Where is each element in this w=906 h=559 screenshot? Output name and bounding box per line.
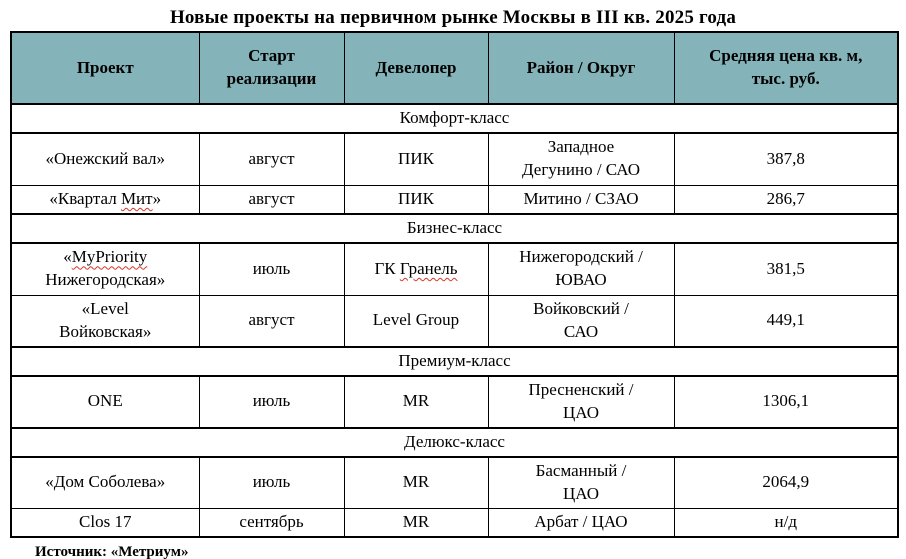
- cell-project: Clos 17: [10, 507, 200, 538]
- cell-district: Войковский / САО: [487, 294, 675, 348]
- cell-start-date: август: [198, 294, 345, 348]
- misspelled-word: Гранель: [399, 258, 458, 278]
- cell-project: «Онежский вал»: [10, 132, 200, 186]
- cell-start-date: сентябрь: [198, 507, 345, 538]
- source-label: Источник: «: [35, 544, 119, 559]
- table-row: «Level Войковская» август Level Group Во…: [10, 294, 899, 348]
- table-row: «Дом Соболева» июль MR Басманный / ЦАО 2…: [10, 456, 899, 509]
- cell-price: 1306,1: [673, 375, 899, 429]
- cell-start-date: август: [198, 184, 345, 215]
- cell-project: «Level Войковская»: [10, 294, 200, 348]
- cell-project: «MyPriority Нижегородская»: [10, 242, 200, 296]
- cell-start-date: июль: [198, 242, 345, 296]
- cell-start-date: июль: [198, 375, 345, 429]
- cell-developer: MR: [343, 507, 489, 538]
- section-label-premium: Премиум-класс: [10, 346, 899, 377]
- section-row-premium: Премиум-класс: [10, 346, 899, 377]
- projects-table: Проект Старт реализации Девелопер Район …: [10, 31, 899, 539]
- table-title: Новые проекты на первичном рынке Москвы …: [169, 7, 737, 28]
- cell-project: «Дом Соболева»: [10, 456, 200, 509]
- cell-developer: Level Group: [343, 294, 489, 348]
- cell-start-date: август: [198, 132, 345, 186]
- section-label-deluxe: Делюкс-класс: [10, 426, 899, 458]
- cell-developer: ПИК: [343, 184, 489, 215]
- table-row: «MyPriority Нижегородская» июль ГК Гране…: [10, 242, 899, 296]
- cell-district: Пресненский / ЦАО: [487, 375, 675, 429]
- section-row-deluxe: Делюкс-класс: [10, 426, 899, 458]
- cell-price: 2064,9: [673, 456, 899, 509]
- section-row-business: Бизнес-класс: [10, 213, 899, 244]
- column-header-district: Район / Округ: [487, 31, 675, 105]
- cell-district: Нижегородский / ЮВАО: [487, 242, 675, 296]
- table-row: «Онежский вал» август ПИК Западное Дегун…: [10, 132, 899, 186]
- document-page: Новые проекты на первичном рынке Москвы …: [0, 5, 906, 559]
- misspelled-word: MyPriority: [71, 247, 148, 267]
- cell-district: Западное Дегунино / САО: [487, 132, 675, 186]
- misspelled-word: Метриум: [118, 544, 181, 559]
- cell-start-date: июль: [198, 456, 345, 509]
- cell-project: «Квартал Мит»: [10, 184, 200, 215]
- column-header-start: Старт реализации: [198, 31, 345, 105]
- section-label-comfort: Комфорт-класс: [10, 103, 899, 134]
- cell-district: Митино / СЗАО: [487, 184, 675, 215]
- cell-district: Арбат / ЦАО: [487, 507, 675, 538]
- cell-district: Басманный / ЦАО: [487, 456, 675, 509]
- section-row-comfort: Комфорт-класс: [10, 103, 899, 134]
- table-row: ONE июль MR Пресненский / ЦАО 1306,1: [10, 375, 899, 429]
- misspelled-word: Мит: [120, 188, 153, 208]
- cell-developer: ПИК: [343, 132, 489, 186]
- table-row: «Квартал Мит» август ПИК Митино / СЗАО 2…: [10, 184, 899, 215]
- cell-developer: ГК Гранель: [343, 242, 489, 296]
- column-header-price: Средняя цена кв. м, тыс. руб.: [673, 31, 899, 105]
- cell-price: 286,7: [673, 184, 899, 215]
- cell-price: 387,8: [673, 132, 899, 186]
- cell-developer: MR: [343, 456, 489, 509]
- cell-developer: MR: [343, 375, 489, 429]
- source-note: Источник: «Метриум»: [35, 544, 189, 559]
- column-header-project: Проект: [10, 31, 200, 105]
- section-label-business: Бизнес-класс: [10, 213, 899, 244]
- cell-price: 381,5: [673, 242, 899, 296]
- table-row: Clos 17 сентябрь MR Арбат / ЦАО н/д: [10, 507, 899, 538]
- cell-project: ONE: [10, 375, 200, 429]
- header-row: Проект Старт реализации Девелопер Район …: [10, 31, 899, 105]
- cell-price: н/д: [673, 507, 899, 538]
- column-header-developer: Девелопер: [343, 31, 489, 105]
- cell-price: 449,1: [673, 294, 899, 348]
